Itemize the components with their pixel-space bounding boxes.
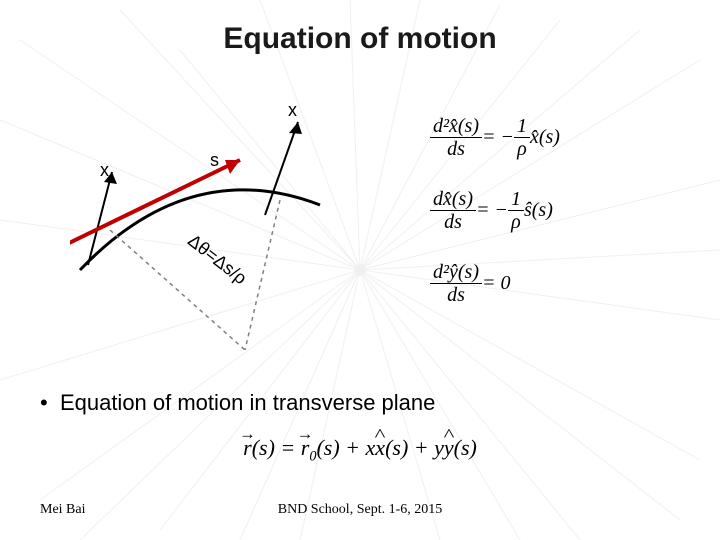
eq2-equals: = − xyxy=(476,199,508,222)
eq3-rhs: = 0 xyxy=(482,272,511,295)
equations-block: d²x̂(s) ds = − 1 ρ x̂(s) dx̂(s) ds = − 1… xyxy=(430,115,660,306)
vec-r: r xyxy=(243,435,252,461)
eq-part-3: (s) + y xyxy=(385,435,444,460)
label-s: s xyxy=(210,150,219,171)
eq-part-4: (s) xyxy=(454,435,477,460)
equation-3: d²ŷ(s) ds = 0 xyxy=(430,261,660,306)
eq3-lhs-den: ds xyxy=(444,284,468,306)
eq1-tail: x̂(s) xyxy=(530,126,560,149)
footer-venue: BND School, Sept. 1-6, 2015 xyxy=(0,502,720,518)
eq3-lhs-num: d²ŷ(s) xyxy=(430,261,482,283)
slide-title: Equation of motion xyxy=(0,22,720,56)
label-x-top: x xyxy=(288,100,297,121)
geometry-diagram: x x s Δθ=Δs/ρ xyxy=(70,100,370,360)
bullet-text: Equation of motion in transverse plane xyxy=(60,390,435,415)
bottom-equation: r(s) = r0(s) + xx(s) + yy(s) xyxy=(0,435,720,465)
eq1-rhs-num: 1 xyxy=(514,115,530,137)
equation-1: d²x̂(s) ds = − 1 ρ x̂(s) xyxy=(430,115,660,160)
eq2-tail: ŝ(s) xyxy=(524,199,553,222)
eq1-equals: = − xyxy=(482,126,514,149)
eq2-lhs-num: dx̂(s) xyxy=(430,188,476,210)
bullet-line: • Equation of motion in transverse plane xyxy=(40,390,435,416)
vec-r0: r xyxy=(301,435,310,461)
equation-2: dx̂(s) ds = − 1 ρ ŝ(s) xyxy=(430,188,660,233)
eq2-rhs-den: ρ xyxy=(508,211,524,233)
label-x-left: x xyxy=(100,160,109,181)
xhat: x xyxy=(375,435,385,461)
bullet-marker: • xyxy=(40,390,60,415)
eq-part-1: (s) = xyxy=(252,435,301,460)
eq2-rhs-num: 1 xyxy=(508,188,524,210)
eq1-lhs-num: d²x̂(s) xyxy=(430,115,482,137)
eq2-lhs-den: ds xyxy=(441,211,465,233)
eq1-rhs-den: ρ xyxy=(514,138,530,160)
eq1-lhs-den: ds xyxy=(444,138,468,160)
eq-part-2: (s) + x xyxy=(316,435,375,460)
yhat: y xyxy=(444,435,454,461)
